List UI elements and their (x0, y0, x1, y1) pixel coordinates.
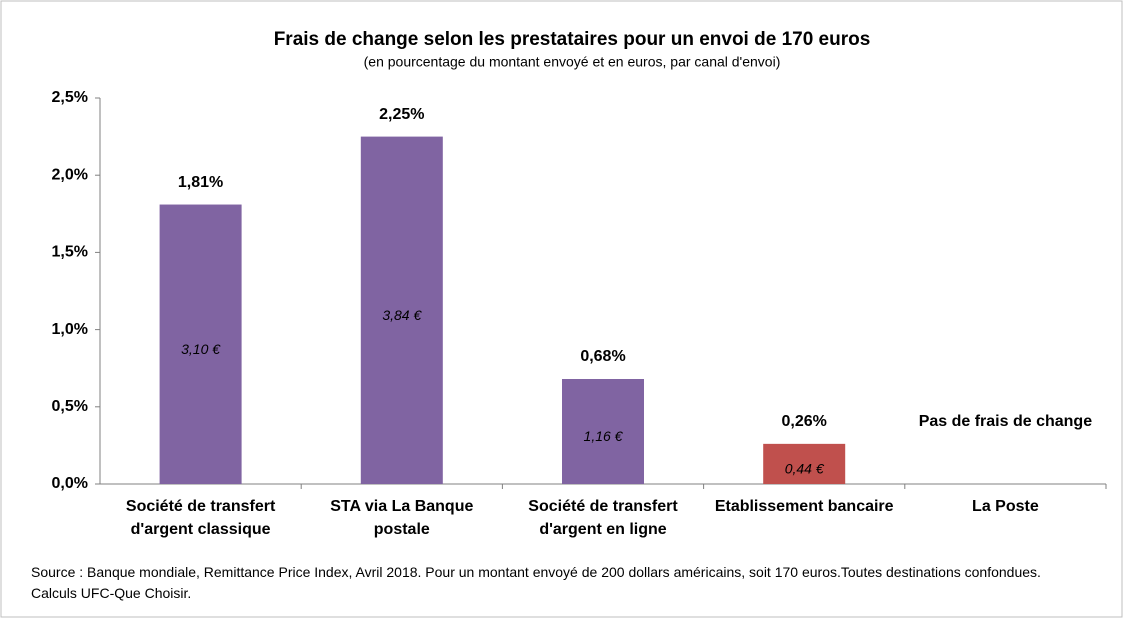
source-note: Source : Banque mondiale, Remittance Pri… (31, 564, 1041, 601)
chart-subtitle: (en pourcentage du montant envoyé et en … (364, 54, 781, 70)
y-tick-label: 2,5% (52, 89, 88, 106)
y-tick-label: 2,0% (52, 166, 88, 183)
x-tick-label: Société de transfert d'argent en ligne (528, 498, 678, 538)
euro-label: 1,16 € (584, 428, 624, 444)
euro-label: 3,10 € (181, 341, 221, 357)
euro-label: 3,84 € (382, 307, 422, 323)
x-tick-label: Etablissement bancaire (714, 498, 894, 515)
bar (159, 204, 242, 484)
x-tick-label: La Poste (972, 498, 1039, 515)
value-label: 0,26% (782, 413, 827, 430)
y-tick-label: 0,5% (52, 398, 88, 415)
bar (360, 136, 443, 484)
y-tick-label: 0,0% (52, 475, 88, 492)
bar (562, 379, 644, 484)
value-label: 1,81% (178, 174, 223, 191)
x-tick-label: STA via La Banque postale (330, 498, 474, 538)
chart-title: Frais de change selon les prestataires p… (274, 29, 871, 50)
x-tick-label: Société de transfert d'argent classique (125, 498, 276, 538)
euro-label: 0,44 € (785, 461, 825, 477)
y-tick-label: 1,5% (52, 244, 88, 261)
annotation: Pas de frais de change (918, 413, 1093, 430)
value-label: 2,25% (379, 106, 424, 123)
value-label: 0,68% (580, 348, 625, 365)
y-tick-label: 1,0% (52, 321, 88, 338)
bar (763, 443, 846, 484)
